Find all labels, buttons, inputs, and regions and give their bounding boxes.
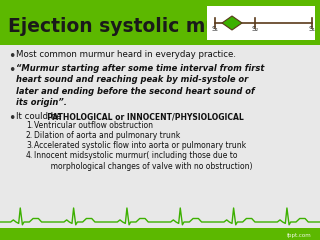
Text: PATHOLOGICAL or INNOCENT/PHYSIOLOGICAL: PATHOLOGICAL or INNOCENT/PHYSIOLOGICAL	[42, 112, 244, 121]
Text: •: •	[8, 112, 15, 125]
Text: 4.: 4.	[26, 151, 33, 160]
Text: fppt.com: fppt.com	[287, 233, 312, 238]
Text: Dilation of aorta and pulmonary trunk: Dilation of aorta and pulmonary trunk	[34, 131, 180, 140]
Text: Ventricular outflow obstruction: Ventricular outflow obstruction	[34, 121, 153, 130]
Text: Ejection systolic murmur: Ejection systolic murmur	[8, 18, 270, 36]
Text: 1.: 1.	[26, 121, 33, 130]
Text: Accelerated systolic flow into aorta or pulmonary trunk: Accelerated systolic flow into aorta or …	[34, 141, 246, 150]
Text: Innocent midsystolic murmur( including those due to
       morphological changes: Innocent midsystolic murmur( including t…	[34, 151, 252, 171]
Text: S₂: S₂	[252, 26, 259, 32]
Text: “Murmur starting after some time interval from first
heart sound and reaching pe: “Murmur starting after some time interva…	[16, 64, 264, 107]
Text: •: •	[8, 50, 15, 63]
Text: •: •	[8, 64, 15, 77]
Bar	[0, 228, 320, 240]
Text: S₁: S₁	[308, 26, 316, 32]
Bar	[0, 0, 320, 45]
Text: It could be: It could be	[16, 112, 64, 121]
Text: 2.: 2.	[26, 131, 33, 140]
Text: Most common murmur heard in everyday practice.: Most common murmur heard in everyday pra…	[16, 50, 236, 59]
Polygon shape	[222, 16, 242, 30]
Text: S₁: S₁	[212, 26, 219, 32]
Bar	[207, 6, 315, 40]
Text: 3.: 3.	[26, 141, 33, 150]
